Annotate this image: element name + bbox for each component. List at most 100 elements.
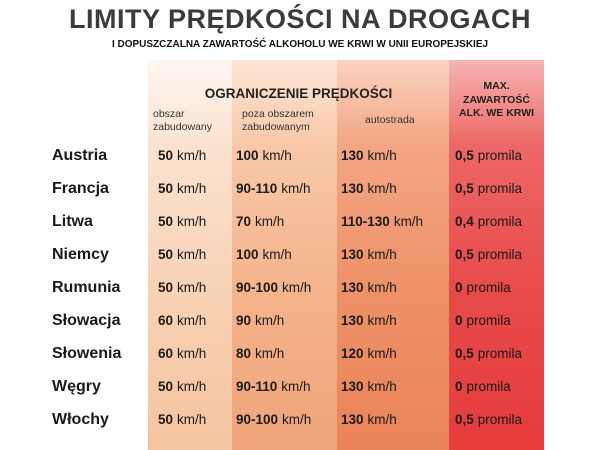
country-name: Austria [52,140,107,172]
limit-value: 130 [341,412,364,427]
table-row: Francja 50 km/h 90-110 km/h 130 km/h 0,5 promila [0,173,600,205]
limit-unit: km/h [282,280,312,295]
alcohol-header-line3: ALK. WE KRWI [458,107,535,119]
alcohol-unit: promila [477,148,523,163]
motorway-limit: 130 km/h [341,371,397,403]
motorway-limit: 130 km/h [341,140,397,172]
outside-built-up-limit: 100 km/h [236,239,292,271]
alcohol-header: MAX. ZAWARTOŚĆ ALK. WE KRWI [449,80,544,121]
limit-value: 70 [236,214,252,229]
alcohol-limit: 0,5 promila [455,140,522,172]
limit-unit: km/h [367,181,397,196]
table-row: Niemcy 50 km/h 100 km/h 130 km/h 0,5 promila [0,239,600,271]
limit-unit: km/h [177,346,207,361]
limit-value: 90-110 [236,379,278,394]
limit-value: 110-130 [341,214,390,229]
country-label: Rumunia [52,279,121,296]
limit-value: 120 [341,346,364,361]
limit-unit: km/h [262,148,292,163]
alcohol-header-line2: ZAWARTOŚĆ [463,93,530,106]
alcohol-limit: 0,5 promila [455,239,522,271]
alcohol-unit: promila [466,280,511,295]
outside-built-up-limit: 80 km/h [236,338,284,370]
table-row: Słowacja 60 km/h 90 km/h 130 km/h 0 promila [0,305,600,337]
table-row: Austria 50 km/h 100 km/h 130 km/h 0,5 promila [0,140,600,172]
alcohol-unit: promila [477,346,523,361]
motorway-limit: 110-130 km/h [341,206,423,238]
limit-value: 80 [236,346,252,361]
motorway-limit: 130 km/h [341,272,397,304]
motorway-limit: 130 km/h [341,239,397,271]
limit-unit: km/h [367,148,397,163]
built-up-limit: 50 km/h [158,371,206,403]
motorway-limit: 130 km/h [341,173,397,205]
alcohol-unit: promila [477,181,523,196]
alcohol-limit: 0,4 promila [455,206,522,238]
country-name: Węgry [52,371,101,403]
outside-built-up-limit: 100 km/h [236,140,292,172]
column-alcohol-bg [449,60,544,450]
limit-value: 60 [158,313,174,328]
column-motorway-bg [337,60,449,450]
country-label: Włochy [52,411,109,428]
outside-built-up-limit: 90-110 km/h [236,173,311,205]
limit-unit: km/h [177,280,207,295]
limit-value: 130 [341,181,364,196]
limit-unit: km/h [367,247,397,262]
column-outside-built-up-bg [232,60,337,450]
limit-unit: km/h [282,412,312,427]
alcohol-limit: 0,5 promila [455,338,522,370]
country-name: Włochy [52,404,109,436]
country-name: Litwa [52,206,93,238]
limit-unit: km/h [177,181,207,196]
country-label: Niemcy [52,246,109,263]
limit-unit: km/h [367,379,397,394]
limit-value: 100 [236,247,259,262]
alcohol-value: 0 [455,313,463,328]
limit-unit: km/h [367,346,397,361]
built-up-limit: 50 km/h [158,173,206,205]
limit-value: 100 [236,148,259,163]
built-up-limit: 50 km/h [158,239,206,271]
limit-unit: km/h [255,346,285,361]
alcohol-unit: promila [477,412,523,427]
alcohol-unit: promila [477,247,523,262]
limit-value: 50 [158,181,174,196]
table-row: Węgry 50 km/h 90-110 km/h 130 km/h 0 promila [0,371,600,403]
country-name: Francja [52,173,109,205]
limit-unit: km/h [281,379,311,394]
limit-unit: km/h [367,280,397,295]
limit-unit: km/h [281,181,311,196]
alcohol-value: 0 [455,379,463,394]
alcohol-limit: 0 promila [455,272,511,304]
limit-unit: km/h [367,313,397,328]
country-name: Niemcy [52,239,109,271]
alcohol-value: 0,5 [455,412,474,427]
alcohol-value: 0,4 [455,214,474,229]
outside-built-up-limit: 90-100 km/h [236,404,311,436]
limit-value: 50 [158,379,174,394]
alcohol-value: 0 [455,280,463,295]
limit-value: 130 [341,148,364,163]
built-up-header: obszar zabudowany [153,108,212,134]
outside-built-up-limit: 90 km/h [236,305,284,337]
limit-unit: km/h [255,313,285,328]
table-row: Litwa 50 km/h 70 km/h 110-130 km/h 0,4 promila [0,206,600,238]
limit-value: 130 [341,379,364,394]
alcohol-limit: 0 promila [455,305,511,337]
limit-unit: km/h [367,412,397,427]
page-title: LIMITY PRĘDKOŚCI NA DROGACH [68,4,532,34]
limit-value: 130 [341,313,364,328]
limit-value: 130 [341,247,364,262]
motorway-limit: 130 km/h [341,305,397,337]
limit-unit: km/h [262,247,292,262]
limit-unit: km/h [177,379,207,394]
country-label: Słowenia [52,345,122,362]
limit-value: 60 [158,346,174,361]
alcohol-limit: 0,5 promila [455,173,522,205]
alcohol-value: 0,5 [455,247,474,262]
alcohol-header-line1: MAX. [483,80,510,92]
alcohol-limit: 0,5 promila [455,404,522,436]
limit-unit: km/h [177,313,207,328]
outside-built-up-limit: 70 km/h [236,206,284,238]
